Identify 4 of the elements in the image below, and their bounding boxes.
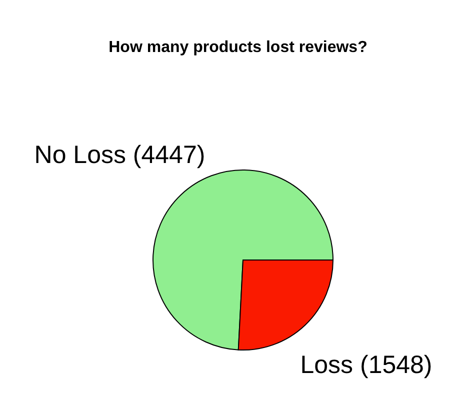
slice-label: Loss (1548)	[300, 351, 432, 380]
slice-label: No Loss (4447)	[34, 140, 206, 169]
pie-slice	[152, 170, 334, 350]
chart-title: How many products lost reviews?	[108, 38, 368, 58]
